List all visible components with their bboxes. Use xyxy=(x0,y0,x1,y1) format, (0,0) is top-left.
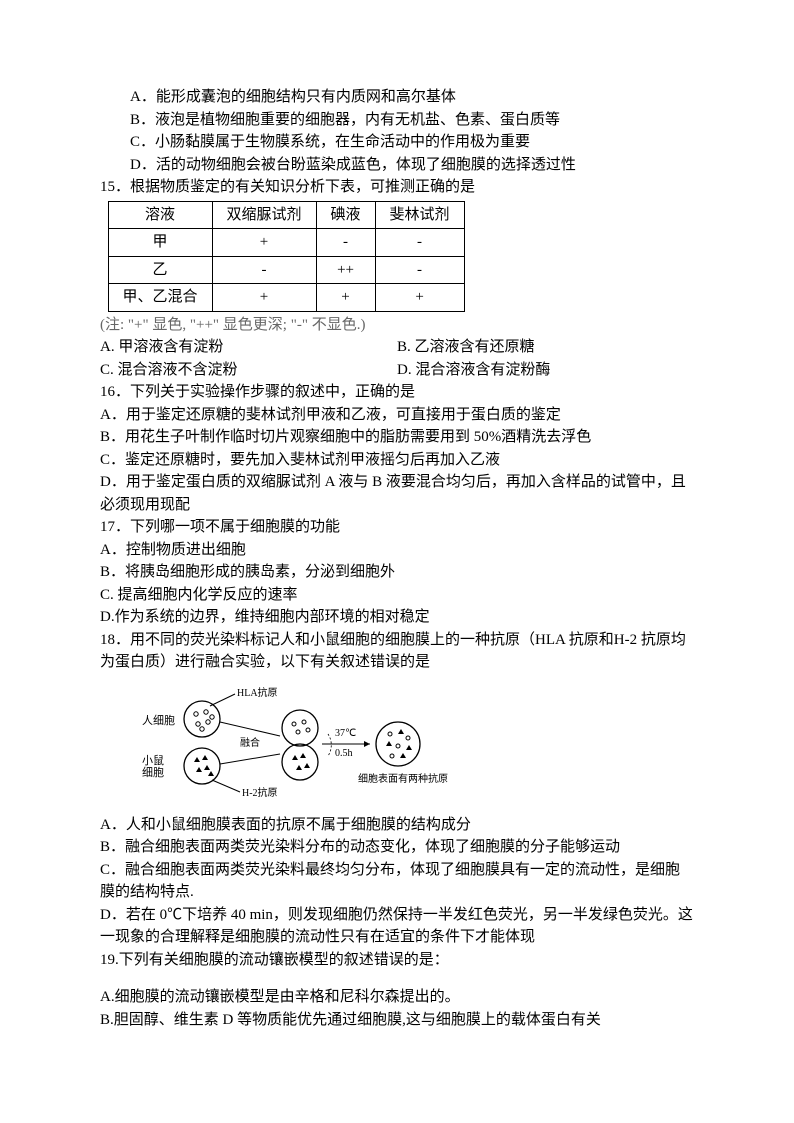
table-row: 甲 + - - xyxy=(108,229,464,257)
q15-stem: 15．根据物质鉴定的有关知识分析下表，可推测正确的是 xyxy=(100,176,694,199)
table-row: 甲、乙混合 + + + xyxy=(108,284,464,312)
q17-optB: B．将胰岛细胞形成的胰岛素，分泌到细胞外 xyxy=(100,561,694,584)
q16-optA: A．用于鉴定还原糖的斐林试剂甲液和乙液，可直接用于蛋白质的鉴定 xyxy=(100,404,694,427)
diagram-hla-label: HLA抗原 xyxy=(237,686,278,699)
q14-optC: C．小肠黏膜属于生物膜系统，在生命活动中的作用极为重要 xyxy=(100,131,694,154)
diagram-mouse-label-2: 细胞 xyxy=(142,766,164,779)
q17-optD: D.作为系统的边界，维持细胞内部环境的相对稳定 xyxy=(100,606,694,629)
q17-optA: A．控制物质进出细胞 xyxy=(100,539,694,562)
th-solution: 溶液 xyxy=(108,201,212,229)
q15-optA: A. 甲溶液含有淀粉 xyxy=(100,336,397,359)
diagram-fuse-label: 融合 xyxy=(240,736,260,749)
q18-stem: 18．用不同的荧光染料标记人和小鼠细胞的细胞膜上的一种抗原（HLA 抗原和H-2… xyxy=(100,629,694,674)
th-iodine: 碘液 xyxy=(316,201,375,229)
q18-optA: A．人和小鼠细胞膜表面的抗原不属于细胞膜的结构成分 xyxy=(100,814,694,837)
q17-optC: C. 提高细胞内化学反应的速率 xyxy=(100,584,694,607)
diagram-temp-label: 37℃ xyxy=(335,728,356,739)
q18-optB: B．融合细胞表面两类荧光染料分布的动态变化，体现了细胞膜的分子能够运动 xyxy=(100,836,694,859)
th-biuret: 双缩脲试剂 xyxy=(212,201,316,229)
q14-optD: D．活的动物细胞会被台盼蓝染成蓝色，体现了细胞膜的选择透过性 xyxy=(100,154,694,177)
q15-note: (注: "+" 显色, "++" 显色更深; "-" 不显色.) xyxy=(100,314,694,337)
q15-optB: B. 乙溶液含有还原糖 xyxy=(397,336,694,359)
q15-table: 溶液 双缩脲试剂 碘液 斐林试剂 甲 + - - 乙 - ++ - 甲、乙混合 … xyxy=(108,201,465,312)
q18-diagram: 人细胞 小鼠 细胞 HLA抗原 H-2抗原 融合 37℃ 0.5h 细胞表面有两… xyxy=(140,684,470,804)
diagram-h2-label: H-2抗原 xyxy=(242,786,278,799)
q16-optC: C．鉴定还原糖时，要先加入斐林试剂甲液摇匀后再加入乙液 xyxy=(100,449,694,472)
table-row: 乙 - ++ - xyxy=(108,256,464,284)
th-fehling: 斐林试剂 xyxy=(375,201,464,229)
q16-optB: B．用花生子叶制作临时切片观察细胞中的脂肪需要用到 50%酒精洗去浮色 xyxy=(100,426,694,449)
q18-optC: C．融合细胞表面两类荧光染料最终均匀分布，体现了细胞膜具有一定的流动性，是细胞膜… xyxy=(100,859,694,904)
q19-optA: A.细胞膜的流动镶嵌模型是由辛格和尼科尔森提出的。 xyxy=(100,986,694,1009)
q15-optC: C. 混合溶液不含淀粉 xyxy=(100,359,397,382)
q17-stem: 17．下列哪一项不属于细胞膜的功能 xyxy=(100,516,694,539)
q16-optD: D．用于鉴定蛋白质的双缩脲试剂 A 液与 B 液要混合均匀后，再加入含样品的试管… xyxy=(100,471,694,516)
diagram-time-label: 0.5h xyxy=(335,748,353,759)
diagram-result-label: 细胞表面有两种抗原 xyxy=(358,772,448,785)
diagram-human-label: 人细胞 xyxy=(142,714,175,727)
q14-optB: B．液泡是植物细胞重要的细胞器，内有无机盐、色素、蛋白质等 xyxy=(100,109,694,132)
q16-stem: 16．下列关于实验操作步骤的叙述中，正确的是 xyxy=(100,381,694,404)
q15-optD: D. 混合溶液含有淀粉酶 xyxy=(397,359,694,382)
table-header-row: 溶液 双缩脲试剂 碘液 斐林试剂 xyxy=(108,201,464,229)
q18-optD: D．若在 0℃下培养 40 min，则发现细胞仍然保持一半发红色荧光，另一半发绿… xyxy=(100,904,694,949)
q14-optA: A．能形成囊泡的细胞结构只有内质网和高尔基体 xyxy=(100,86,694,109)
q19-stem: 19.下列有关细胞膜的流动镶嵌模型的叙述错误的是： xyxy=(100,949,694,972)
q19-optB: B.胆固醇、维生素 D 等物质能优先通过细胞膜,这与细胞膜上的载体蛋白有关 xyxy=(100,1009,694,1032)
blank-line xyxy=(100,971,694,986)
diagram-mouse-label-1: 小鼠 xyxy=(142,753,164,767)
